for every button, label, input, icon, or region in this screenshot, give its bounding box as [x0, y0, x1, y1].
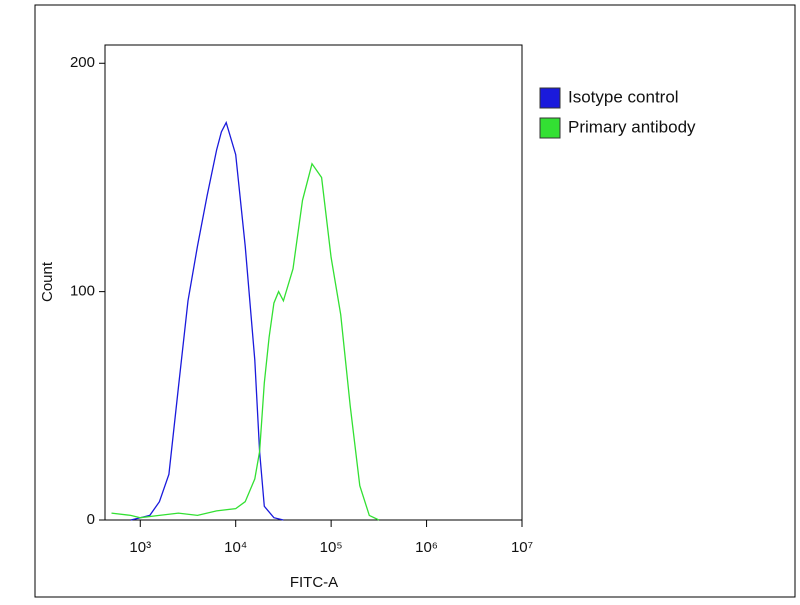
x-tick-label: 10³ [129, 539, 151, 556]
x-axis-label: FITC-A [290, 574, 338, 591]
y-tick-label: 0 [87, 511, 95, 528]
legend-swatch [539, 87, 561, 109]
x-tick-label: 10⁵ [320, 539, 343, 556]
legend-label: Primary antibody [568, 117, 696, 136]
y-axis-label: Count [39, 261, 56, 302]
legend-swatch [539, 117, 561, 139]
frame [34, 4, 796, 598]
y-tick-label: 200 [70, 54, 95, 71]
x-tick-label: 10⁶ [415, 539, 438, 556]
legend-label: Isotype control [568, 87, 679, 106]
x-tick-label: 10⁴ [224, 539, 247, 556]
series-line [111, 162, 380, 521]
y-tick-label: 100 [70, 283, 95, 300]
x-tick-label: 10⁷ [511, 539, 533, 556]
plot-area [104, 44, 523, 521]
